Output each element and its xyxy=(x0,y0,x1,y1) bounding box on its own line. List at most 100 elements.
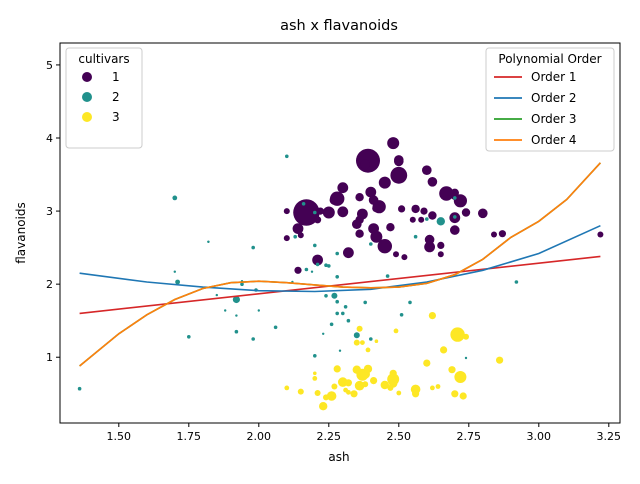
data-point xyxy=(369,337,373,341)
fit-line-order-2 xyxy=(79,224,601,293)
fit-legend-label: Order 3 xyxy=(531,112,577,126)
data-point xyxy=(365,347,371,353)
data-point xyxy=(310,270,314,273)
data-point xyxy=(356,325,363,332)
data-point xyxy=(319,402,328,411)
data-point xyxy=(326,391,337,401)
data-point xyxy=(283,235,290,242)
cultivar-legend-label: 2 xyxy=(112,90,120,104)
data-point xyxy=(346,318,351,323)
data-point xyxy=(323,394,329,401)
data-point xyxy=(422,165,432,175)
chart-title: ash x flavanoids xyxy=(280,18,398,34)
x-tick-label: 2.75 xyxy=(457,430,482,443)
data-point xyxy=(353,339,360,346)
data-point xyxy=(293,234,298,239)
data-point xyxy=(304,267,309,272)
data-point xyxy=(312,254,323,266)
data-point xyxy=(313,210,317,215)
data-point xyxy=(423,359,431,367)
data-point xyxy=(437,241,445,249)
y-tick-label: 2 xyxy=(46,278,53,291)
x-tick-label: 3.00 xyxy=(527,430,552,443)
cultivars-legend-items: 1 2 3 xyxy=(82,70,120,124)
data-point xyxy=(428,312,436,320)
data-point xyxy=(187,335,191,339)
data-point xyxy=(294,266,302,274)
y-axis-ticks: 1 2 3 4 5 xyxy=(46,59,60,364)
data-point xyxy=(173,270,176,273)
points-layer xyxy=(77,137,604,411)
data-point xyxy=(498,230,506,238)
data-point xyxy=(385,274,390,278)
x-tick-label: 2.50 xyxy=(387,430,412,443)
y-tick-label: 3 xyxy=(46,205,53,218)
data-point xyxy=(380,380,389,390)
data-point xyxy=(293,199,320,226)
data-point xyxy=(337,206,349,218)
data-point xyxy=(454,371,467,383)
fit-legend-label: Order 4 xyxy=(531,133,577,147)
data-point xyxy=(330,191,345,206)
data-point xyxy=(450,327,465,342)
data-point xyxy=(352,219,362,229)
data-point xyxy=(360,159,371,170)
data-point xyxy=(314,390,321,396)
cultivar-legend-label: 3 xyxy=(112,110,120,124)
cultivars-legend: cultivars 1 2 3 xyxy=(65,47,143,149)
data-point xyxy=(322,332,325,335)
data-point xyxy=(338,349,342,352)
data-point xyxy=(232,295,240,304)
fit-legend-title: Polynomial Order xyxy=(498,52,601,66)
fit-legend-label: Order 1 xyxy=(531,70,577,84)
data-point xyxy=(353,332,360,339)
fit-legend-box xyxy=(485,47,615,152)
data-point xyxy=(425,217,429,221)
cultivar-legend-swatch xyxy=(82,112,92,122)
data-point xyxy=(337,182,349,194)
data-point xyxy=(418,216,425,223)
data-point xyxy=(387,384,394,391)
cultivar-legend-swatch xyxy=(82,92,92,102)
data-point xyxy=(207,240,210,243)
x-tick-label: 1.50 xyxy=(107,430,132,443)
data-point xyxy=(331,383,338,390)
data-point xyxy=(377,239,392,254)
data-point xyxy=(436,217,445,226)
plot-frame xyxy=(59,42,621,424)
x-tick-label: 2.00 xyxy=(247,430,272,443)
data-point xyxy=(251,245,255,250)
fit-line-order-4 xyxy=(79,162,601,367)
data-point xyxy=(285,154,289,159)
data-point xyxy=(343,387,348,393)
fit-legend-label: Order 2 xyxy=(531,91,577,105)
data-point xyxy=(273,325,278,330)
data-point xyxy=(343,247,354,259)
data-point xyxy=(77,386,82,391)
data-point xyxy=(448,366,456,374)
data-point xyxy=(352,365,361,374)
data-point xyxy=(172,195,178,201)
data-point xyxy=(313,243,317,248)
data-point xyxy=(368,195,379,205)
data-point xyxy=(387,137,400,150)
data-point xyxy=(344,379,352,387)
data-point xyxy=(324,294,328,298)
cultivars-legend-title: cultivars xyxy=(78,52,129,66)
data-point xyxy=(514,280,519,284)
data-point xyxy=(315,262,320,267)
data-point xyxy=(327,264,331,268)
data-point xyxy=(451,390,459,398)
data-point xyxy=(408,300,412,305)
data-point xyxy=(297,388,304,395)
data-point xyxy=(215,293,218,297)
data-point xyxy=(284,385,290,391)
data-point xyxy=(430,385,435,391)
data-point xyxy=(257,309,260,312)
data-point xyxy=(401,254,408,261)
data-point xyxy=(453,196,457,200)
data-point xyxy=(313,371,317,376)
data-point xyxy=(283,208,290,215)
data-point xyxy=(386,223,395,232)
data-point xyxy=(409,216,416,223)
